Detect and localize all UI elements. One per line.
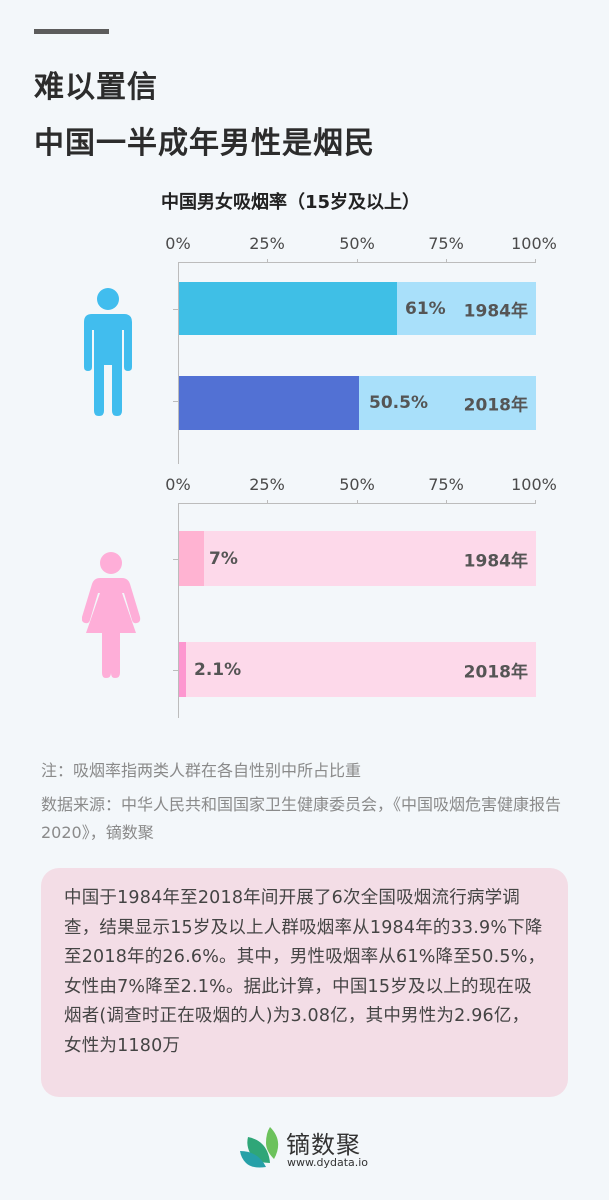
female-bar-2018-fill [179, 642, 187, 697]
male-bar-1984-fill [179, 282, 397, 335]
x-tick-label: 0% [165, 234, 191, 253]
x-tick [267, 500, 268, 504]
year-label: 1984年 [463, 551, 528, 571]
chart-title: 中国男女吸烟率（15岁及以上） [160, 192, 421, 213]
x-tick-label: 50% [339, 475, 375, 494]
brand-url: www.dydata.io [287, 1156, 369, 1169]
female-bar-1984-fill [179, 531, 204, 586]
year-label: 2018年 [463, 395, 528, 416]
value-label: 50.5% [369, 393, 428, 413]
x-tick-label: 50% [339, 234, 375, 253]
x-tick [535, 259, 536, 263]
summary-text: 中国于1984年至2018年间开展了6次全国吸烟流行病学调查，结果显示15岁及以… [64, 888, 546, 1056]
x-tick [267, 259, 268, 263]
x-tick [446, 500, 447, 504]
brand-name: 镝数聚 [286, 1131, 361, 1159]
y-tick [173, 670, 178, 671]
y-tick [173, 559, 178, 560]
y-axis-line [178, 503, 179, 718]
leaf-logo-icon [240, 1127, 279, 1168]
x-tick-label: 25% [249, 475, 285, 494]
female-bar-1984: 7% 1984年 [179, 531, 536, 586]
page-title-line2: 中国一半成年男性是烟民 [34, 126, 375, 161]
page-title-line1: 难以置信 [34, 70, 158, 105]
x-tick-label: 25% [249, 234, 285, 253]
female-person-icon [82, 552, 141, 678]
y-axis-line [178, 262, 179, 464]
x-tick [535, 500, 536, 504]
chart-note: 注：吸烟率指两类人群在各自性别中所占比重 [41, 761, 362, 780]
value-label: 2.1% [194, 659, 242, 680]
female-bar-2018: 2.1% 2018年 [179, 642, 536, 697]
year-label: 2018年 [463, 662, 528, 682]
male-bar-2018: 50.5% 2018年 [179, 376, 536, 430]
x-tick [357, 259, 358, 263]
x-tick-label: 100% [511, 234, 557, 253]
x-tick-label: 75% [428, 234, 464, 253]
year-label: 1984年 [463, 301, 528, 321]
brand-logo: 镝数聚 www.dydata.io [240, 1123, 400, 1173]
value-label: 61% [405, 298, 446, 319]
data-source: 数据来源：中华人民共和国国家卫生健康委员会，《中国吸烟危害健康报告2020》，镝… [41, 795, 562, 842]
x-tick-label: 100% [511, 475, 557, 494]
male-person-icon [84, 288, 132, 416]
male-bar-2018-fill [179, 376, 360, 430]
x-tick-label: 75% [428, 475, 464, 494]
accent-bar [34, 29, 109, 34]
x-tick-label: 0% [165, 475, 191, 494]
y-tick [173, 309, 178, 310]
y-tick [173, 401, 178, 402]
summary-box: 中国于1984年至2018年间开展了6次全国吸烟流行病学调查，结果显示15岁及以… [41, 868, 568, 1097]
x-tick [357, 500, 358, 504]
value-label: 7% [209, 548, 238, 569]
x-tick [446, 259, 447, 263]
male-bar-1984: 61% 1984年 [179, 282, 536, 335]
